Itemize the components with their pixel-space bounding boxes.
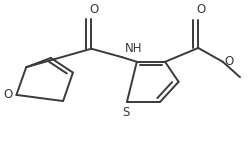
Text: O: O — [196, 3, 205, 16]
Text: NH: NH — [124, 42, 142, 55]
Text: O: O — [224, 55, 233, 68]
Text: O: O — [4, 88, 13, 101]
Text: S: S — [122, 106, 130, 119]
Text: O: O — [89, 3, 99, 16]
